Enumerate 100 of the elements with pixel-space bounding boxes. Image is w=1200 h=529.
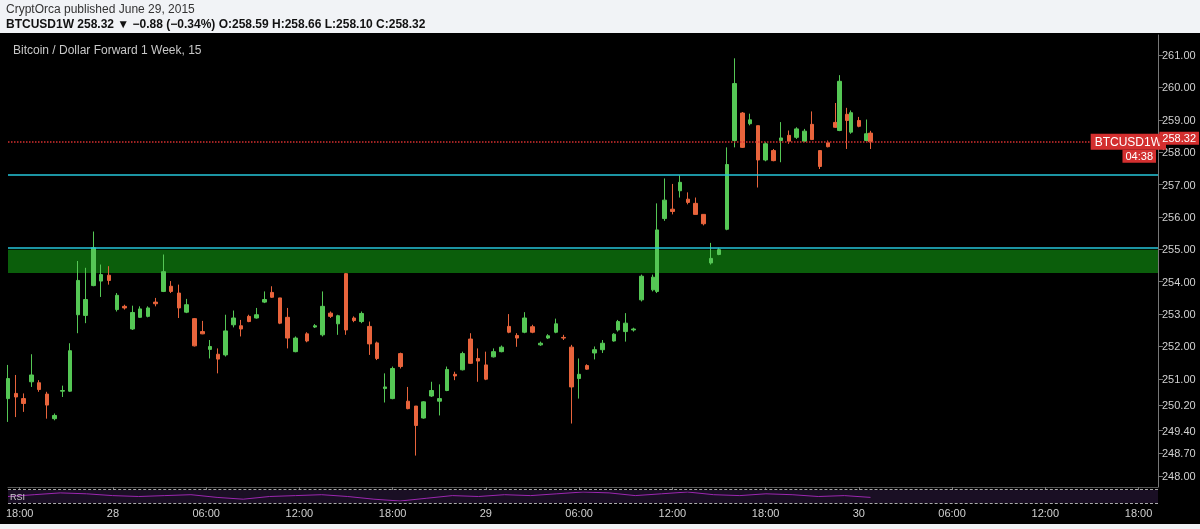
candlestick [569,344,574,425]
candlestick [383,372,387,403]
x-tick-label: 28 [106,506,120,519]
y-tick-label: 253.00 [1162,308,1196,321]
candlestick [359,311,364,324]
x-tick-label: 30 [852,506,865,519]
candlestick [146,305,150,318]
text: Bitcoin / Dollar Forward 1 Week, 15 [13,43,202,57]
candlestick [122,304,127,311]
candlestick [837,74,842,132]
candlestick [810,110,814,141]
candlestick [138,305,142,319]
chart-subtitle: BTCUSD1W 258.32 ▼ −0.88 (−0.34%) O:258.59 H:258.66 L:258.10 C:258.32 [6,17,426,31]
candlestick [612,332,616,343]
candlestick [14,374,18,418]
candlestick [177,284,181,319]
y-tick-label: 261.00 [1162,49,1196,62]
candlestick [262,290,267,304]
candlestick [709,242,713,266]
candlestick [623,312,628,343]
candlestick [725,146,729,231]
candlestick [748,113,752,126]
candlestick [499,345,504,353]
candlestick [849,109,853,135]
candlestick [592,345,597,360]
x-tick-label: 18:00 [751,506,780,519]
candlestick [530,324,535,334]
candlestick [60,385,65,398]
candlestick [639,274,644,302]
candlestick [68,342,72,393]
candlestick [561,334,566,341]
candlestick [254,307,259,320]
candlestick [522,311,527,334]
y-tick-label: 258.00 [1162,146,1196,159]
candlestick [421,400,426,420]
candlestick [76,260,80,334]
candlestick [91,231,96,287]
candlestick [161,254,166,293]
candlestick [585,363,589,371]
candlestick [200,320,205,335]
candlestick [313,323,317,329]
x-tick-label: 12:00 [658,506,687,519]
candlestick [184,298,189,314]
candlestick [328,311,333,319]
candlestick [223,314,228,358]
candlestick [670,183,675,215]
candlestick [429,381,434,398]
y-tick-label: 248.70 [1162,447,1196,460]
candlestick [115,292,119,313]
candlestick [285,307,290,349]
candlestick [732,57,737,148]
y-tick-label: 256.00 [1162,210,1196,223]
candlestick [45,391,49,420]
candlestick [247,314,251,323]
y-tick-label: 252.00 [1162,340,1196,353]
x-tick-label: 18:00 [1124,506,1153,519]
candlestick [818,150,822,170]
candlestick [740,111,745,149]
candlestick [655,202,659,294]
candlestick [701,213,706,226]
candlestick [231,310,236,328]
candlestick [208,339,212,359]
candlestick [864,119,869,142]
x-tick-label: 06:00 [938,506,966,519]
candlestick [344,272,348,336]
candlestick [216,347,220,374]
y-tick-label: 254.00 [1162,275,1196,288]
candlestick [546,333,550,340]
candlestick [845,107,849,150]
candlestick [491,347,496,358]
candlestick [414,405,418,457]
candlestick [445,366,449,392]
candlestick [99,264,103,298]
candlestick [367,321,372,356]
x-tick-label: 06:00 [192,506,220,519]
text: CryptOrca published June 29, 2015 [6,2,195,16]
candlestick [460,351,465,371]
candlestick [153,297,158,307]
candlestick [239,319,243,337]
y-tick-label: 259.00 [1162,113,1196,126]
x-tick-label: 12:00 [285,506,314,519]
candlestick [515,332,519,348]
candlestick [476,347,480,383]
annotation: 04:38 [1125,150,1153,163]
candlestick [169,280,173,294]
y-tick-label: 249.40 [1162,424,1196,437]
candlestick [686,191,690,205]
candlestick [37,379,41,393]
candlestick [320,290,325,337]
candlestick [779,121,783,163]
x-tick-label: 29 [479,506,492,519]
candlestick [130,305,135,331]
candlestick [406,386,410,410]
x-tick-label: 06:00 [565,506,593,519]
y-tick-label: 251.00 [1162,372,1196,385]
candlestick [538,341,543,347]
y-tick-label: 250.20 [1162,398,1196,411]
candlestick [693,197,698,215]
y-tick-label: 255.00 [1162,243,1196,256]
x-tick-label: 18:00 [378,506,407,519]
